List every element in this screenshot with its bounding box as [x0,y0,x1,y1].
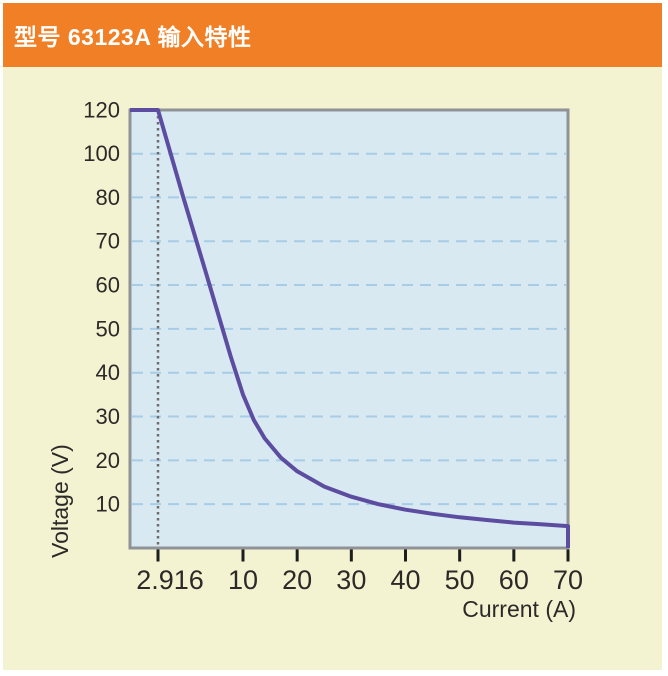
y-tick-label: 80 [96,185,120,210]
x-tick-label: 10 [228,565,258,595]
y-tick-label: 40 [96,360,120,385]
y-tick-label: 120 [83,98,120,123]
y-tick-label: 10 [96,492,120,517]
x-axis-title: Current (A) [462,596,576,622]
y-tick-label: 60 [96,273,120,298]
characteristic-curve [130,108,570,548]
y-tick-label: 100 [83,141,120,166]
y-tick-label: 70 [96,229,120,254]
x-tick-label: 60 [499,565,529,595]
y-tick-label: 30 [96,404,120,429]
page-title: 型号 63123A 输入特性 [14,24,252,50]
x-tick-label: 2.916 [136,565,204,595]
header-bar: 型号 63123A 输入特性 [3,3,662,67]
x-tick-label: 70 [553,565,583,595]
x-tick-label: 50 [445,565,475,595]
y-tick-label: 20 [96,448,120,473]
x-tick-label: 20 [282,565,312,595]
y-tick-label: 50 [96,316,120,341]
y-axis-title: Voltage (V) [47,444,73,558]
x-tick-label: 40 [390,565,420,595]
x-tick-label: 30 [336,565,366,595]
